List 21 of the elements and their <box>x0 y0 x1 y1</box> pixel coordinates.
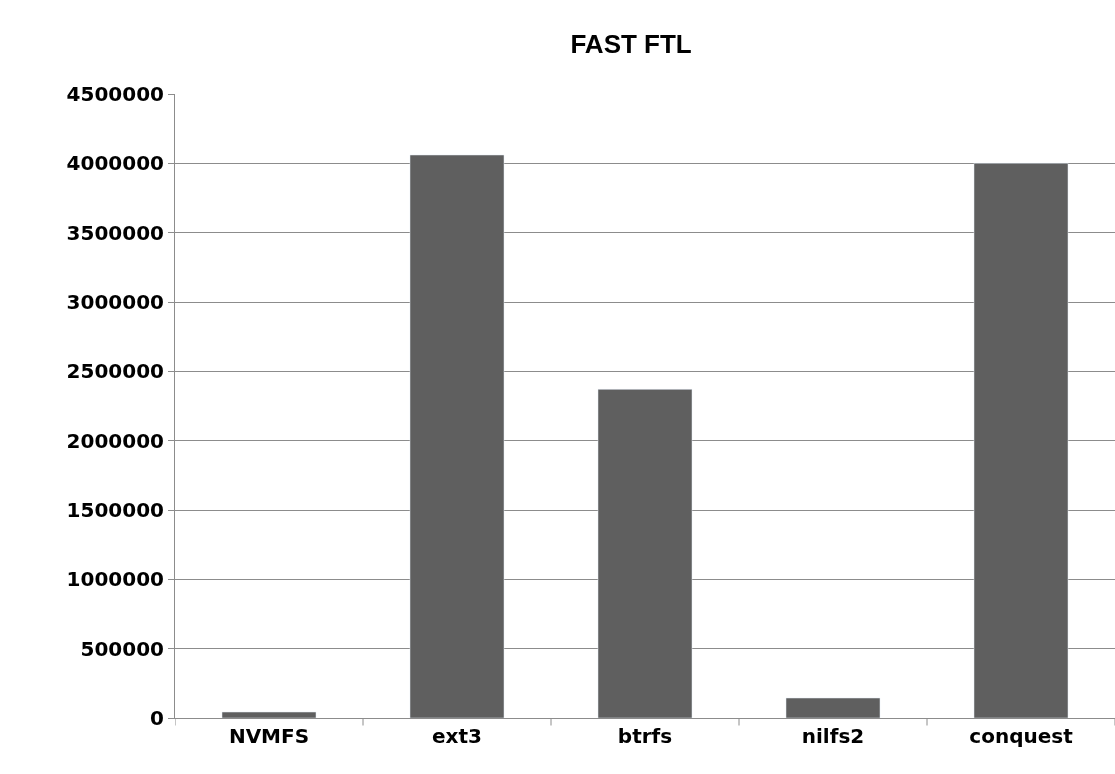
x-tick-label: NVMFS <box>228 724 310 748</box>
x-tick-label: nilfs2 <box>801 724 865 748</box>
x-tick-label: btrfs <box>617 724 673 748</box>
chart-title: FAST FTL <box>570 29 692 60</box>
y-tick-label: 0 <box>150 706 164 730</box>
y-tick-label: 4500000 <box>66 82 164 106</box>
y-tick-label: 4000000 <box>66 151 164 176</box>
y-tick-label: 2000000 <box>66 428 164 453</box>
y-tick-label: 3500000 <box>66 220 164 245</box>
bar <box>973 163 1069 718</box>
bar <box>409 154 505 718</box>
bar <box>221 711 317 718</box>
x-tick-label: ext3 <box>432 724 482 748</box>
bar <box>597 389 693 718</box>
y-tick-label: 1500000 <box>66 498 164 522</box>
y-tick-label: 1000000 <box>66 567 164 592</box>
bar <box>785 697 881 718</box>
y-tick-label: 500000 <box>80 636 164 661</box>
y-tick-label: 2500000 <box>66 359 164 384</box>
y-tick-label: 3000000 <box>66 290 164 314</box>
x-tick-label: conquest <box>969 724 1074 748</box>
